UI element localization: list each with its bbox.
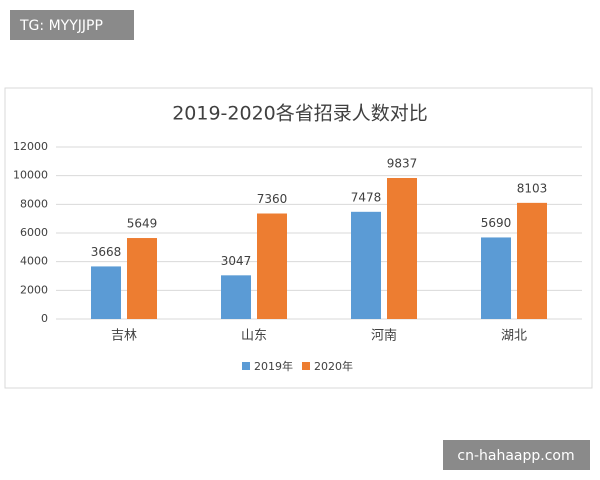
data-label: 9837 [387, 157, 418, 171]
bar [481, 237, 511, 319]
data-label: 3047 [221, 254, 252, 268]
y-tick-label: 4000 [20, 255, 48, 268]
data-label: 7360 [257, 192, 288, 206]
y-tick-label: 6000 [20, 226, 48, 239]
x-tick-label: 河南 [371, 328, 397, 344]
y-tick-label: 2000 [20, 283, 48, 296]
bar [91, 266, 121, 319]
legend-swatch [302, 362, 310, 370]
legend-swatch [242, 362, 250, 370]
y-tick-label: 0 [41, 312, 48, 325]
watermark-box [443, 440, 590, 470]
bar [351, 211, 381, 319]
bar [517, 202, 547, 319]
legend-label: 2020年 [314, 359, 353, 373]
data-label: 8103 [517, 181, 548, 195]
y-tick-label: 12000 [13, 140, 48, 153]
x-tick-label: 湖北 [501, 329, 527, 344]
watermark-box [10, 10, 134, 40]
data-label: 5690 [481, 216, 512, 230]
data-label: 5649 [127, 217, 158, 231]
data-label: 3668 [91, 245, 122, 259]
x-tick-label: 山东 [241, 329, 267, 344]
bar [257, 213, 287, 319]
legend-label: 2019年 [254, 359, 293, 373]
data-label: 7478 [351, 190, 382, 204]
chart-title: 2019-2020各省招录人数对比 [172, 103, 428, 125]
x-tick-label: 吉林 [111, 329, 137, 344]
y-tick-label: 8000 [20, 197, 48, 210]
watermark: TG: MYYJJPP [19, 18, 103, 34]
bar [221, 275, 251, 319]
watermark: cn-hahaapp.com [457, 448, 574, 464]
bar [387, 178, 417, 319]
y-tick-label: 10000 [13, 169, 48, 182]
bar [127, 238, 157, 319]
